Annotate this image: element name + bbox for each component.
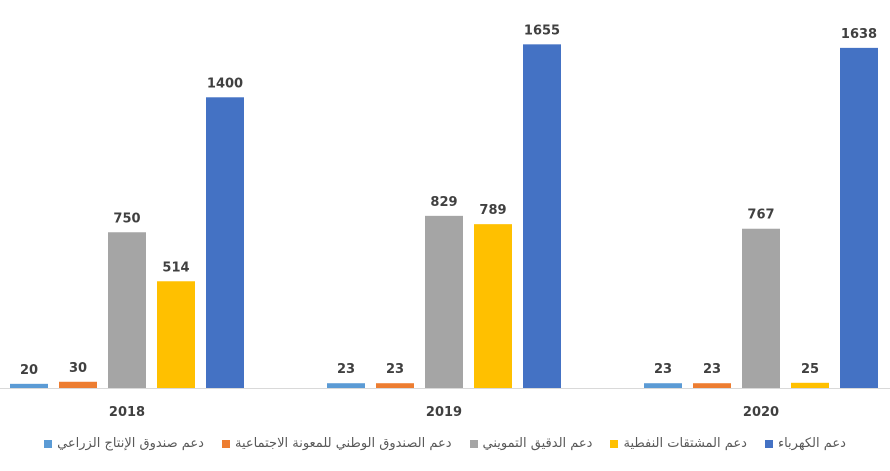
legend: دعم صندوق الإنتاج الزراعي دعم الصندوق الو… [0,436,890,451]
bar [644,383,682,388]
data-label: 1638 [841,27,877,42]
bar [693,383,731,388]
bar [425,215,463,388]
legend-item: دعم الكهرباء [764,436,846,451]
data-label: 23 [337,362,355,377]
data-label: 789 [479,203,506,218]
legend-item: دعم الصندوق الوطني للمعونة الاجتماعية [221,436,452,451]
legend-swatch [469,439,478,448]
bar [10,383,48,388]
legend-label: دعم المشتقات النفطية [623,436,747,451]
bar [791,382,829,388]
data-label: 23 [703,362,721,377]
legend-swatch [610,439,619,448]
data-label: 1655 [524,23,560,38]
legend-label: دعم صندوق الإنتاج الزراعي [57,436,204,451]
legend-swatch [764,439,773,448]
bar [59,381,97,388]
bar [327,383,365,388]
x-tick-label: 2018 [109,405,145,420]
bar [108,232,146,388]
data-label: 750 [113,211,140,226]
legend-swatch [221,439,230,448]
x-tick-label: 2020 [743,405,779,420]
x-tick-label: 2019 [426,405,462,420]
data-label: 1400 [207,76,243,91]
legend-label: دعم الدقيق التمويني [482,436,593,451]
bar [742,228,780,388]
data-label: 514 [162,260,189,275]
legend-label: دعم الكهرباء [777,436,846,451]
data-label: 25 [801,362,819,377]
bar [157,281,195,388]
bar [474,224,512,388]
legend-item: دعم الدقيق التمويني [469,436,593,451]
bar [206,97,244,388]
bar [376,383,414,388]
legend-label: دعم الصندوق الوطني للمعونة الاجتماعية [234,436,452,451]
bar [523,44,561,388]
data-label: 23 [654,362,672,377]
legend-item: دعم المشتقات النفطية [610,436,747,451]
data-label: 767 [747,208,774,223]
legend-swatch [44,439,53,448]
bar [840,47,878,389]
data-label: 829 [430,195,457,210]
data-label: 30 [69,361,87,376]
legend-item: دعم صندوق الإنتاج الزراعي [44,436,204,451]
data-label: 23 [386,362,404,377]
data-label: 20 [20,363,38,378]
